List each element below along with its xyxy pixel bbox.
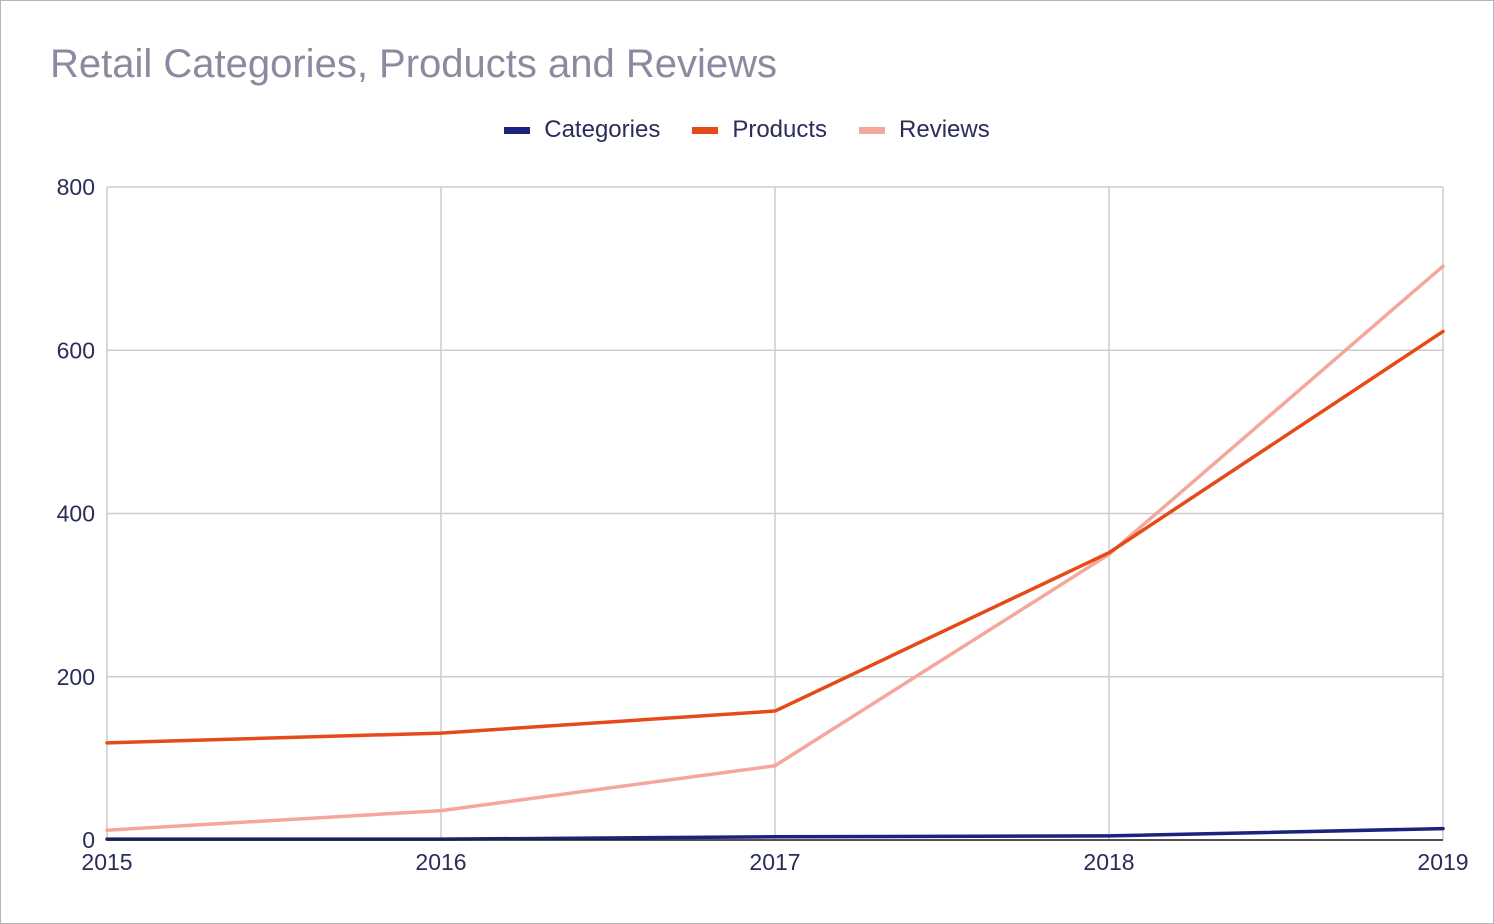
x-tick-label: 2017	[749, 849, 800, 875]
y-tick-label: 0	[82, 827, 95, 853]
y-tick-label: 200	[57, 664, 95, 690]
y-tick-label: 400	[57, 501, 95, 527]
y-tick-label: 600	[57, 337, 95, 363]
legend-item-categories[interactable]: Categories	[504, 116, 660, 144]
legend-swatch-products	[692, 126, 719, 134]
legend-label-categories: Categories	[544, 116, 661, 143]
legend-swatch-categories	[504, 126, 531, 134]
x-tick-label: 2019	[1417, 849, 1468, 875]
legend-item-reviews[interactable]: Reviews	[859, 116, 990, 144]
legend: Categories Products Reviews	[0, 116, 1494, 144]
y-tick-label: 800	[57, 174, 95, 200]
series-line-reviews[interactable]	[105, 264, 1445, 832]
legend-label-reviews: Reviews	[899, 116, 990, 143]
axis-layer: 0 200 400 600 800 2015 2016 2017 2018 2019	[57, 174, 1469, 875]
x-tick-label: 2016	[415, 849, 466, 875]
series-line-categories[interactable]	[105, 826, 1445, 841]
legend-swatch-reviews	[859, 126, 886, 134]
chart-title: Retail Categories, Products and Reviews	[50, 42, 778, 86]
x-tick-label: 2018	[1083, 849, 1134, 875]
series-layer	[105, 264, 1445, 841]
legend-item-products[interactable]: Products	[692, 116, 827, 144]
x-tick-label: 2015	[81, 849, 132, 875]
legend-label-products: Products	[732, 116, 828, 143]
grid-layer	[106, 186, 1444, 841]
series-line-products[interactable]	[105, 329, 1445, 745]
